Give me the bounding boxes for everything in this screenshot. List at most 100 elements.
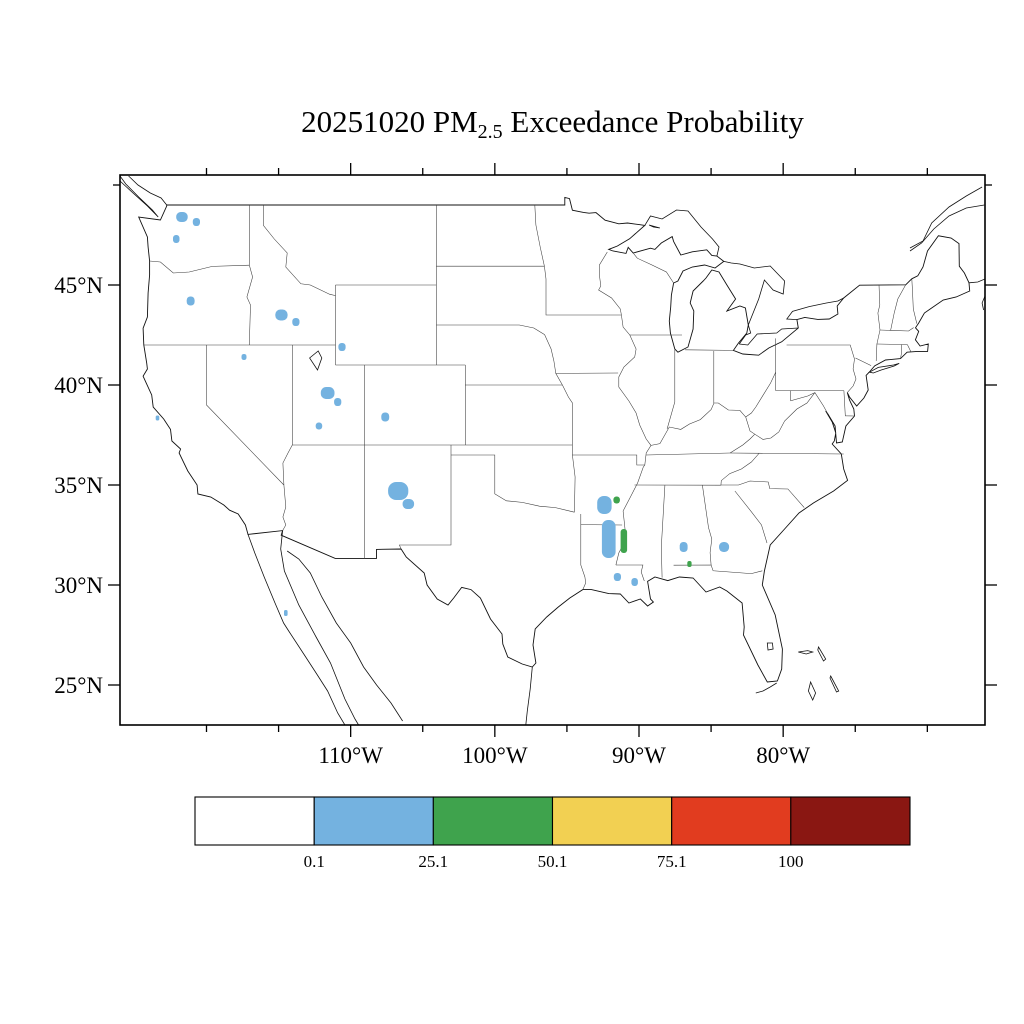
title-subscript: 2.5 [477, 121, 503, 143]
probability-patch [679, 542, 688, 552]
state-border [282, 444, 293, 486]
island-or-lake-outline [766, 642, 774, 651]
neighbor-coastlines [120, 175, 985, 725]
state-border [907, 344, 912, 352]
lat-tick-label: 45°N [54, 273, 103, 298]
coastline-segment [738, 324, 752, 345]
map-frame [119, 174, 986, 726]
colorbar-cell [313, 796, 434, 846]
coastline-segment [909, 186, 983, 249]
probability-patches [155, 212, 730, 616]
map-layers [120, 175, 985, 725]
probability-patch [173, 235, 180, 243]
probability-patch [292, 318, 300, 326]
state-border [650, 372, 776, 446]
colorbar-cell [432, 796, 554, 846]
state-border [673, 564, 763, 574]
state-border [572, 454, 576, 513]
island-or-lake-outline [829, 675, 840, 693]
coastline-segment [644, 209, 720, 257]
state-border [562, 384, 573, 455]
coastline-segment [909, 204, 985, 252]
us-coastline [137, 196, 971, 683]
state-border [615, 564, 645, 582]
colorbar-cell [671, 796, 792, 846]
colorbar: 0.1 25.1 50.1 75.1 100 [194, 796, 911, 871]
lon-tick-label: 110°W [318, 743, 383, 768]
coastline-segment [786, 297, 844, 320]
coastline-segment [981, 295, 985, 311]
lon-tick-label: 80°W [756, 743, 810, 768]
probability-patch [719, 542, 730, 552]
coastline-segment [120, 175, 159, 218]
lon-tick-label: 90°W [612, 743, 666, 768]
coastline-segment [739, 327, 799, 346]
state-border [745, 416, 755, 435]
colorbar-tick-label: 50.1 [538, 852, 568, 871]
state-border [149, 260, 250, 274]
probability-patch [631, 578, 638, 586]
state-border [685, 349, 734, 351]
state-border [598, 251, 652, 566]
state-border [730, 452, 844, 455]
coastline-segment [280, 530, 359, 725]
probability-patch [388, 482, 409, 500]
state-border [875, 343, 878, 362]
state-border [632, 252, 674, 284]
state-border [666, 349, 676, 430]
chart-title: 20251020 PM2.5 Exceedance Probability [120, 104, 985, 143]
probability-patch [315, 422, 323, 430]
coastline-segment [968, 278, 985, 284]
probability-patch [338, 343, 346, 351]
coastline-segment [525, 666, 533, 725]
lat-tick-label: 25°N [54, 673, 103, 698]
coastline-segment [128, 175, 168, 206]
colorbar-tick-label: 100 [778, 852, 804, 871]
probability-patch [620, 529, 628, 553]
probability-patch [155, 415, 160, 421]
lat-tick-label: 35°N [54, 473, 103, 498]
state-border [790, 390, 829, 415]
probability-patch [334, 398, 342, 406]
probability-patch [601, 520, 616, 558]
probability-patch [241, 354, 247, 360]
probability-patch [320, 387, 335, 399]
state-border [734, 490, 768, 544]
state-border [246, 205, 253, 346]
coastline-segment [247, 534, 346, 725]
state-border [646, 452, 731, 456]
probability-patch [176, 212, 188, 222]
island-or-lake-outline [309, 350, 323, 371]
colorbar-cell [194, 796, 315, 846]
state-border [544, 266, 622, 316]
island-or-lake-outline [817, 645, 827, 662]
state-border [534, 204, 545, 267]
state-border [786, 344, 857, 393]
colorbar-cell [551, 796, 673, 846]
probability-patch [186, 296, 195, 306]
state-border [206, 345, 287, 531]
state-border [879, 327, 914, 332]
state-border [720, 452, 760, 486]
state-border [398, 445, 452, 550]
state-border [911, 278, 918, 324]
probability-patch [402, 499, 415, 509]
state-borders [143, 204, 918, 590]
island-or-lake-outline [807, 680, 817, 701]
lon-tick-label: 100°W [462, 743, 528, 768]
colorbar-tick-label: 25.1 [418, 852, 448, 871]
probability-patch [613, 573, 621, 581]
state-border [263, 205, 336, 296]
state-border [877, 284, 881, 331]
state-border [890, 284, 906, 331]
probability-patch [192, 218, 200, 226]
state-border [876, 343, 908, 345]
state-border [572, 454, 645, 466]
probability-patch [613, 496, 620, 504]
lat-tick-label: 30°N [54, 573, 103, 598]
probability-patch [275, 309, 288, 321]
colorbar-tick-label: 75.1 [657, 852, 687, 871]
probability-patch [284, 610, 288, 616]
coastline-segment [723, 261, 786, 326]
